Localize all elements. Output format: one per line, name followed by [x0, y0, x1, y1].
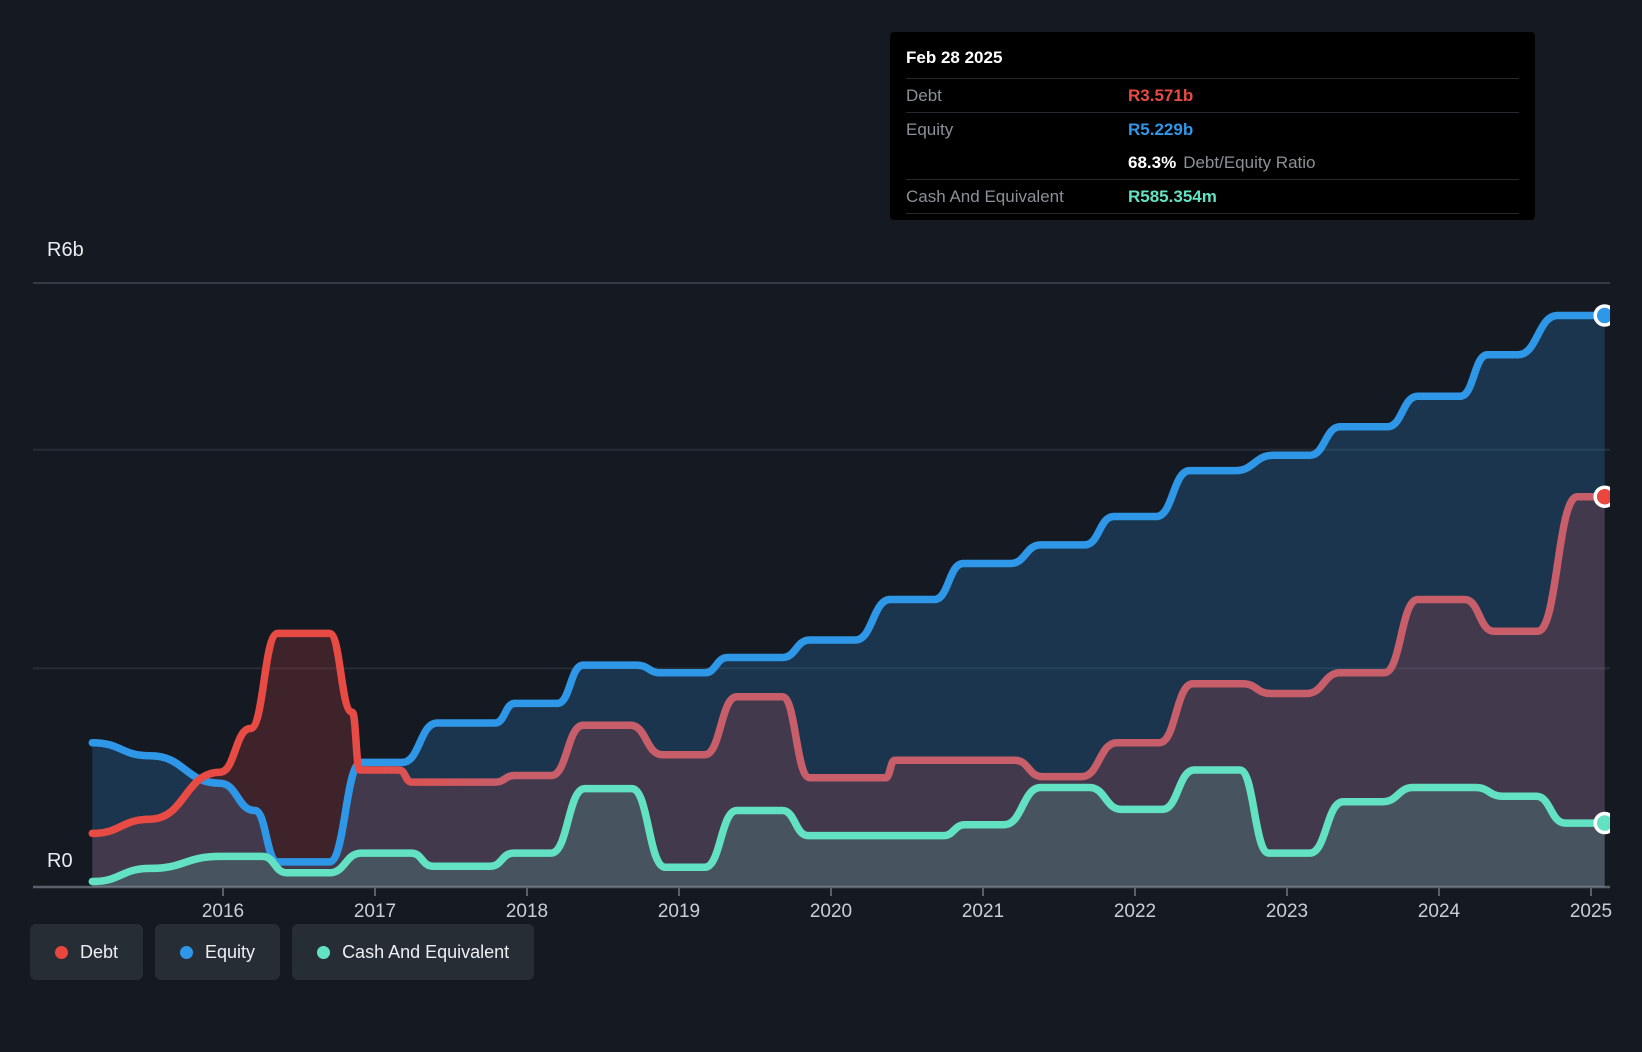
tooltip-row-cash: Cash And Equivalent R585.354m	[906, 180, 1519, 213]
tooltip-divider	[906, 112, 1519, 113]
cash-series-dot-icon	[317, 945, 331, 959]
y-axis-max-label: R6b	[47, 239, 84, 261]
tooltip-divider	[906, 179, 1519, 180]
equity-line[interactable]	[88, 311, 1609, 866]
debt-area-fill	[92, 496, 1605, 887]
tooltip-row-debt: Debt R3.571b	[906, 79, 1519, 112]
tooltip-date: Feb 28 2025	[906, 48, 1003, 67]
tooltip-debt-label: Debt	[906, 85, 942, 105]
tooltip-equity-label: Equity	[906, 119, 954, 139]
debt-series-dot-icon	[55, 945, 68, 959]
tooltip-cash-value: R585.354m	[1128, 186, 1217, 206]
debt-line[interactable]	[88, 492, 1609, 838]
x-axis-tick-label: 2023	[1266, 901, 1308, 922]
x-axis-tick-label: 2019	[658, 901, 700, 922]
legend-item-cash[interactable]: Cash And Equivalent	[292, 924, 535, 980]
x-axis-tick-label: 2024	[1418, 901, 1461, 922]
legend-equity-label: Equity	[205, 941, 256, 962]
tooltip-row-equity: Equity R5.229b	[906, 113, 1519, 146]
tooltip-equity-value: R5.229b	[1128, 119, 1194, 139]
tooltip-debt-value: R3.571b	[1128, 85, 1194, 105]
equity-area-fill	[92, 315, 1605, 887]
tooltip-divider	[906, 78, 1519, 79]
y-axis-zero-label: R0	[47, 850, 73, 872]
tooltip-divider	[906, 213, 1519, 214]
chart-tooltip: Feb 28 2025 Debt R3.571b Equity R5.229b …	[890, 32, 1535, 220]
cash-line[interactable]	[88, 766, 1609, 886]
tooltip-ratio-value: 68.3%	[1128, 152, 1177, 172]
x-axis-tick-label: 2016	[202, 901, 244, 922]
legend-item-equity[interactable]: Equity	[155, 924, 281, 980]
x-axis-tick-label: 2017	[354, 901, 396, 922]
x-axis-tick-label: 2021	[962, 901, 1004, 922]
legend-debt-label: Debt	[80, 941, 119, 962]
x-axis-tick-label: 2022	[1114, 901, 1156, 922]
cash-end-marker[interactable]	[1593, 811, 1614, 835]
x-axis-tick-label: 2025	[1570, 901, 1612, 922]
x-axis-tick-label: 2020	[810, 901, 852, 922]
chart-legend: Debt Equity Cash And Equivalent	[30, 924, 535, 980]
tooltip-ratio-label: Debt/Equity Ratio	[1183, 152, 1316, 172]
x-axis-tick-label: 2018	[506, 901, 548, 922]
legend-item-debt[interactable]: Debt	[30, 924, 144, 980]
equity-end-marker[interactable]	[1593, 304, 1614, 327]
equity-series-dot-icon	[180, 945, 194, 959]
debt-end-marker[interactable]	[1593, 485, 1614, 508]
cash-area-fill	[92, 770, 1605, 887]
legend-cash-label: Cash And Equivalent	[342, 941, 510, 962]
tooltip-row-ratio: 68.3% Debt/Equity Ratio	[906, 146, 1519, 179]
tooltip-cash-label: Cash And Equivalent	[906, 186, 1064, 206]
